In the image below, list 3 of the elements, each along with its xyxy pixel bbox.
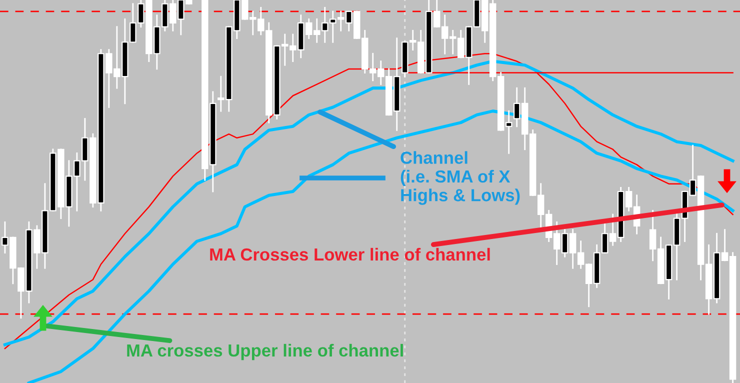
annotation: Channel (i.e. SMA of X Highs & Lows) <box>400 151 520 205</box>
annotation: MA Crosses Lower line of channel <box>210 248 490 261</box>
annotation: MA crosses Upper line of channel <box>127 344 403 360</box>
